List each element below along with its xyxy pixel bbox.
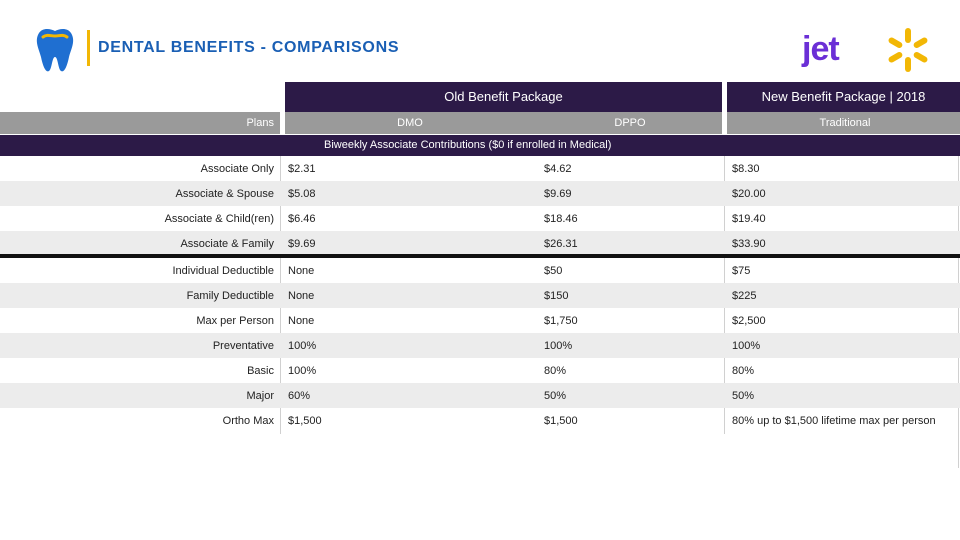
dppo-value: 80% [544, 365, 567, 377]
table-row: Family Deductible None $150 $225 [0, 283, 960, 308]
table-row: Ortho Max $1,500 $1,500 80% up to $1,500… [0, 408, 960, 433]
dmo-value: None [288, 290, 315, 302]
dmo-value: $1,500 [288, 415, 322, 427]
row-label: Associate & Child(ren) [164, 213, 274, 225]
dmo-value: $2.31 [288, 163, 316, 175]
dmo-value: 100% [288, 340, 317, 352]
dmo-value: $9.69 [288, 238, 316, 250]
title-accent-bar [87, 30, 90, 66]
dppo-value: $150 [544, 290, 569, 302]
table-row: Associate Only $2.31 $4.62 $8.30 [0, 156, 960, 181]
plan-dmo: DMO [397, 117, 423, 129]
old-package-header: Old Benefit Package [285, 82, 722, 112]
jet-logo: jet [802, 30, 840, 68]
row-label: Max per Person [196, 315, 274, 327]
row-label: Ortho Max [222, 415, 274, 427]
row-label: Major [246, 390, 274, 402]
table-row: Associate & Family $9.69 $26.31 $33.90 [0, 231, 960, 256]
traditional-value: 80% up to $1,500 lifetime max per person [732, 415, 936, 427]
contributions-label: Biweekly Associate Contributions ($0 if … [324, 139, 612, 151]
dppo-value: $1,750 [544, 315, 578, 327]
traditional-value: $225 [732, 290, 757, 302]
traditional-value: 50% [732, 390, 755, 402]
row-label: Basic [247, 365, 274, 377]
row-label: Associate & Family [180, 238, 274, 250]
dppo-value: $18.46 [544, 213, 578, 225]
traditional-value: $75 [732, 265, 751, 277]
dppo-value: $9.69 [544, 188, 572, 200]
plans-label-cell [0, 112, 280, 134]
section-divider [0, 254, 960, 258]
dmo-value: $6.46 [288, 213, 316, 225]
row-label: Individual Deductible [172, 265, 274, 277]
dppo-value: $4.62 [544, 163, 572, 175]
plan-traditional: Traditional [819, 117, 871, 129]
new-plans-cell [727, 112, 960, 134]
traditional-value: $2,500 [732, 315, 766, 327]
dppo-value: $26.31 [544, 238, 578, 250]
plans-label: Plans [246, 117, 274, 129]
table-row: Associate & Child(ren) $6.46 $18.46 $19.… [0, 206, 960, 231]
traditional-value: $20.00 [732, 188, 766, 200]
tooth-icon [36, 29, 74, 72]
table-row: Max per Person None $1,750 $2,500 [0, 308, 960, 333]
walmart-spark-icon [888, 28, 928, 72]
dmo-value: $5.08 [288, 188, 316, 200]
plans-header-row: Plans DMO DPPO Traditional [0, 112, 960, 134]
traditional-value: $19.40 [732, 213, 766, 225]
old-plans-cell [285, 112, 722, 134]
table-row: Individual Deductible None $50 $75 [0, 258, 960, 283]
slide-header: DENTAL BENEFITS - COMPARISONS jet [0, 0, 960, 80]
column-divider [958, 156, 959, 468]
dppo-value: $1,500 [544, 415, 578, 427]
traditional-value: $33.90 [732, 238, 766, 250]
dppo-value: 50% [544, 390, 567, 402]
plan-dppo: DPPO [614, 117, 646, 129]
traditional-value: $8.30 [732, 163, 760, 175]
new-package-header: New Benefit Package | 2018 [727, 82, 960, 112]
dmo-value: None [288, 265, 315, 277]
traditional-value: 80% [732, 365, 755, 377]
table-row: Preventative 100% 100% 100% [0, 333, 960, 358]
table-row: Basic 100% 80% 80% [0, 358, 960, 383]
table-row: Major 60% 50% 50% [0, 383, 960, 408]
row-label: Family Deductible [186, 290, 274, 302]
contributions-row: Biweekly Associate Contributions ($0 if … [0, 135, 960, 156]
traditional-value: 100% [732, 340, 761, 352]
dmo-value: 60% [288, 390, 311, 402]
dppo-value: 100% [544, 340, 573, 352]
dmo-value: None [288, 315, 315, 327]
page-title: DENTAL BENEFITS - COMPARISONS [98, 39, 400, 56]
row-label: Associate Only [200, 163, 274, 175]
row-label: Associate & Spouse [175, 188, 274, 200]
dppo-value: $50 [544, 265, 563, 277]
table-row: Associate & Spouse $5.08 $9.69 $20.00 [0, 181, 960, 206]
row-label: Preventative [212, 340, 274, 352]
dmo-value: 100% [288, 365, 317, 377]
